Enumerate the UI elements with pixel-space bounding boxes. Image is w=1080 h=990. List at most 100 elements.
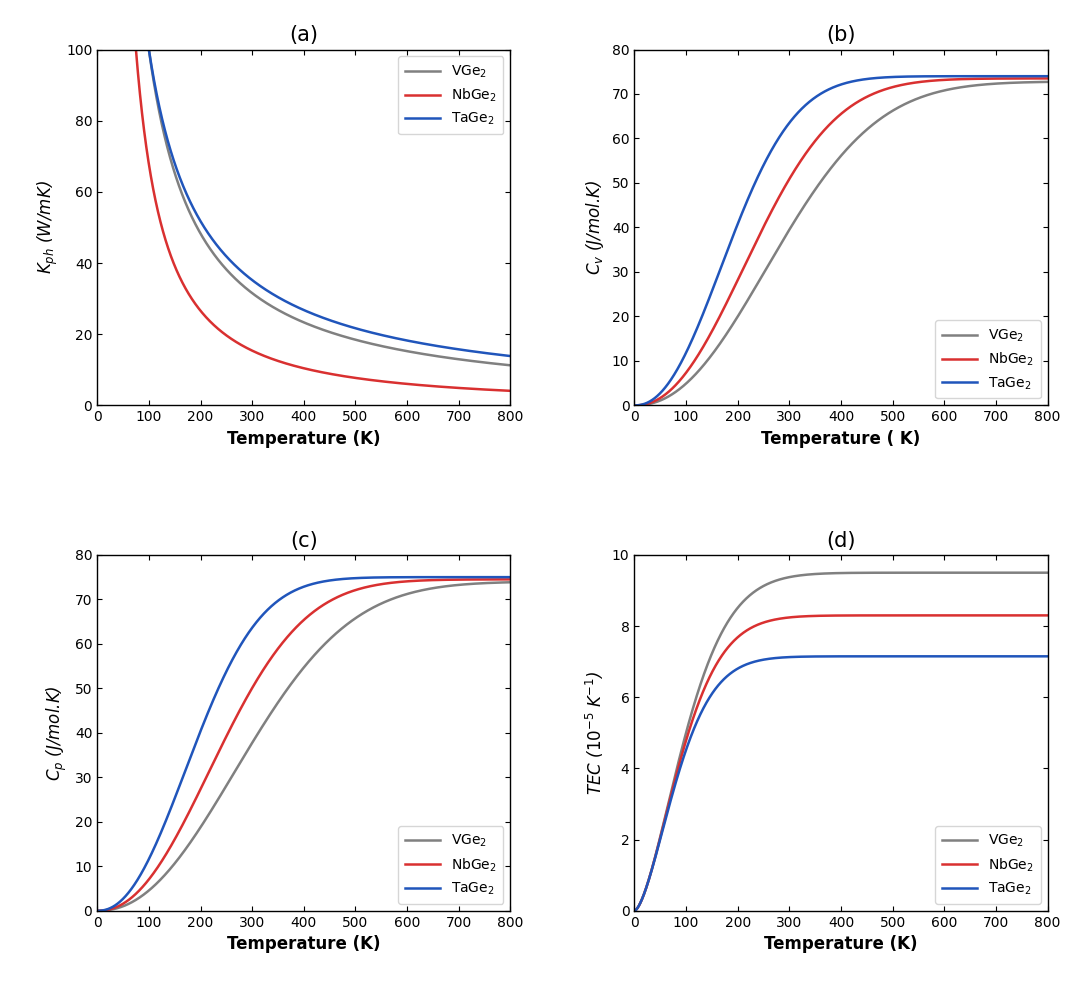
VGe$_2$ xyxy=(267,703,280,715)
Title: (b): (b) xyxy=(826,25,855,46)
NbGe$_2$ xyxy=(1041,610,1054,622)
X-axis label: Temperature ( K): Temperature ( K) xyxy=(761,430,920,447)
NbGe$_2$ xyxy=(786,611,799,623)
VGe$_2$ xyxy=(988,566,1001,578)
NbGe$_2$ xyxy=(268,353,281,365)
VGe$_2$ xyxy=(1032,566,1045,578)
Line: TaGe$_2$: TaGe$_2$ xyxy=(97,50,511,356)
TaGe$_2$ xyxy=(1032,70,1045,82)
VGe$_2$ xyxy=(249,732,262,743)
TaGe$_2$ xyxy=(700,300,713,312)
VGe$_2$ xyxy=(496,576,509,588)
NbGe$_2$ xyxy=(138,879,151,891)
TaGe$_2$ xyxy=(1041,650,1054,662)
NbGe$_2$ xyxy=(91,905,104,917)
NbGe$_2$ xyxy=(249,676,262,688)
VGe$_2$ xyxy=(91,905,104,917)
TaGe$_2$ xyxy=(249,277,262,289)
X-axis label: Temperature (K): Temperature (K) xyxy=(765,936,918,953)
Line: NbGe$_2$: NbGe$_2$ xyxy=(634,616,1048,911)
Line: VGe$_2$: VGe$_2$ xyxy=(634,572,1048,911)
TaGe$_2$ xyxy=(675,355,688,367)
TaGe$_2$ xyxy=(786,113,799,125)
TaGe$_2$ xyxy=(504,571,517,583)
TaGe$_2$ xyxy=(267,598,280,610)
NbGe$_2$ xyxy=(988,610,1001,622)
VGe$_2$ xyxy=(249,290,262,302)
TaGe$_2$ xyxy=(91,44,104,55)
Line: TaGe$_2$: TaGe$_2$ xyxy=(634,656,1048,911)
NbGe$_2$ xyxy=(805,610,818,622)
X-axis label: Temperature (K): Temperature (K) xyxy=(227,936,380,953)
NbGe$_2$ xyxy=(627,905,640,917)
X-axis label: Temperature (K): Temperature (K) xyxy=(227,430,380,447)
VGe$_2$ xyxy=(700,662,713,674)
NbGe$_2$ xyxy=(267,648,280,660)
NbGe$_2$ xyxy=(162,843,175,855)
NbGe$_2$ xyxy=(496,384,509,396)
VGe$_2$ xyxy=(1041,566,1054,578)
Line: VGe$_2$: VGe$_2$ xyxy=(97,582,511,911)
VGe$_2$ xyxy=(786,570,799,582)
Line: VGe$_2$: VGe$_2$ xyxy=(97,50,511,365)
TaGe$_2$ xyxy=(627,905,640,917)
VGe$_2$ xyxy=(627,400,640,412)
VGe$_2$ xyxy=(268,302,281,314)
NbGe$_2$ xyxy=(451,382,464,394)
NbGe$_2$ xyxy=(91,44,104,55)
VGe$_2$ xyxy=(163,148,176,160)
NbGe$_2$ xyxy=(675,750,688,762)
Legend: VGe$_2$, NbGe$_2$, TaGe$_2$: VGe$_2$, NbGe$_2$, TaGe$_2$ xyxy=(935,321,1041,398)
NbGe$_2$ xyxy=(700,336,713,347)
VGe$_2$ xyxy=(700,356,713,368)
NbGe$_2$ xyxy=(451,573,464,585)
Y-axis label: $K_{ph}$ (W/mK): $K_{ph}$ (W/mK) xyxy=(37,180,60,274)
Legend: VGe$_2$, NbGe$_2$, TaGe$_2$: VGe$_2$, NbGe$_2$, TaGe$_2$ xyxy=(397,826,503,904)
TaGe$_2$ xyxy=(805,95,818,107)
VGe$_2$ xyxy=(496,358,509,370)
TaGe$_2$ xyxy=(700,697,713,709)
VGe$_2$ xyxy=(805,190,818,202)
NbGe$_2$ xyxy=(805,141,818,152)
TaGe$_2$ xyxy=(249,617,262,629)
TaGe$_2$ xyxy=(627,400,640,412)
Line: NbGe$_2$: NbGe$_2$ xyxy=(97,50,511,391)
NbGe$_2$ xyxy=(700,679,713,691)
Title: (a): (a) xyxy=(289,25,319,46)
NbGe$_2$ xyxy=(786,167,799,179)
VGe$_2$ xyxy=(786,218,799,230)
Line: TaGe$_2$: TaGe$_2$ xyxy=(97,577,511,911)
NbGe$_2$ xyxy=(504,573,517,585)
NbGe$_2$ xyxy=(1032,72,1045,84)
Line: VGe$_2$: VGe$_2$ xyxy=(634,82,1048,406)
TaGe$_2$ xyxy=(504,350,517,362)
NbGe$_2$ xyxy=(496,573,509,585)
TaGe$_2$ xyxy=(91,905,104,917)
TaGe$_2$ xyxy=(163,141,176,152)
NbGe$_2$ xyxy=(504,385,517,397)
VGe$_2$ xyxy=(627,905,640,917)
NbGe$_2$ xyxy=(675,372,688,384)
VGe$_2$ xyxy=(675,744,688,756)
TaGe$_2$ xyxy=(451,344,464,355)
VGe$_2$ xyxy=(451,353,464,365)
TaGe$_2$ xyxy=(675,757,688,769)
TaGe$_2$ xyxy=(786,651,799,663)
TaGe$_2$ xyxy=(268,289,281,301)
TaGe$_2$ xyxy=(1041,70,1054,82)
Y-axis label: $C_p$ (J/mol.K): $C_p$ (J/mol.K) xyxy=(45,685,69,781)
VGe$_2$ xyxy=(1032,76,1045,88)
Line: NbGe$_2$: NbGe$_2$ xyxy=(97,579,511,911)
VGe$_2$ xyxy=(988,78,1001,90)
TaGe$_2$ xyxy=(1032,650,1045,662)
VGe$_2$ xyxy=(138,44,151,55)
VGe$_2$ xyxy=(504,359,517,371)
TaGe$_2$ xyxy=(138,862,151,874)
VGe$_2$ xyxy=(451,579,464,591)
TaGe$_2$ xyxy=(988,650,1001,662)
NbGe$_2$ xyxy=(1041,72,1054,84)
TaGe$_2$ xyxy=(138,44,151,55)
Title: (c): (c) xyxy=(289,531,318,550)
TaGe$_2$ xyxy=(496,571,509,583)
Line: TaGe$_2$: TaGe$_2$ xyxy=(634,76,1048,406)
